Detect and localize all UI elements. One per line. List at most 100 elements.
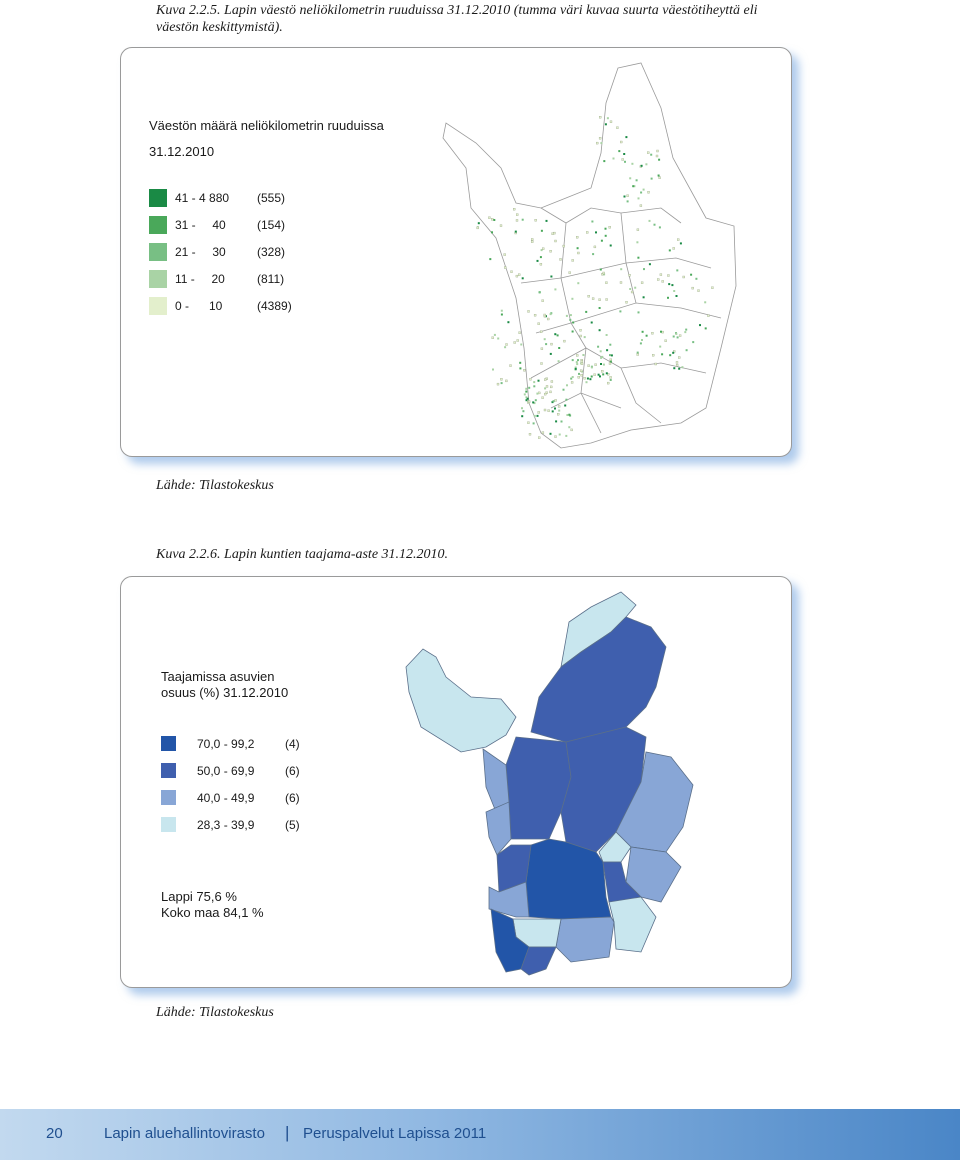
population-grid-cell (537, 322, 540, 325)
population-grid-cell (565, 314, 568, 317)
population-grid-cell (503, 253, 506, 256)
population-grid-cell (607, 381, 610, 385)
page-footer: 20 Lapin aluehallintovirasto | Peruspalv… (0, 1109, 960, 1160)
population-grid-cell (545, 385, 549, 388)
urban-legend-count: (4) (285, 737, 300, 751)
population-grid-cell (590, 321, 593, 324)
population-grid-cell (590, 366, 593, 369)
population-grid-cell (602, 363, 605, 366)
population-grid-cell (658, 158, 661, 161)
population-grid-cell (609, 354, 611, 357)
population-grid-cell (600, 142, 603, 145)
population-grid-cell (525, 387, 528, 390)
population-grid-cell (620, 140, 623, 144)
population-grid-cell (529, 378, 532, 381)
municipal-border (620, 367, 662, 424)
population-grid-cell (496, 382, 500, 386)
population-grid-cell (550, 380, 554, 383)
population-grid-cell (655, 154, 659, 158)
population-grid-cell (538, 436, 541, 439)
population-legend-row: 41 - 4 880 (555) (149, 189, 369, 207)
population-grid-cell (527, 400, 531, 403)
population-grid-cell (587, 364, 590, 367)
figure-caption-1: Kuva 2.2.5. Lapin väestö neliökilometrin… (156, 2, 758, 36)
population-grid-cell (578, 372, 580, 375)
population-grid-cell (675, 361, 679, 364)
urban-legend-swatch (161, 790, 176, 805)
figure-caption-1-line2: väestön keskittymistä). (156, 20, 283, 35)
population-grid-cell (540, 330, 543, 333)
population-grid-cell (657, 278, 660, 281)
population-grid-cell (681, 366, 684, 369)
population-grid-cell (565, 398, 568, 401)
footer-publication: Peruspalvelut Lapissa 2011 (303, 1125, 487, 1142)
population-grid-cell (571, 359, 574, 362)
population-grid-cell (549, 313, 552, 316)
population-grid-cell (537, 411, 540, 414)
population-grid-cell (520, 343, 523, 346)
population-legend-row: 0 - 10 (4389) (149, 297, 369, 315)
population-grid-cell (601, 370, 604, 373)
population-grid-cell (657, 174, 660, 177)
population-grid-cell (533, 402, 536, 405)
figure-caption-1-line1: Kuva 2.2.5. Lapin väestö neliökilometrin… (156, 3, 758, 18)
population-grid-cell (600, 356, 603, 359)
municipality-kemi (520, 946, 557, 976)
population-legend-range: 11 - 20 (175, 272, 225, 286)
population-grid-cell (619, 310, 622, 313)
population-grid-cell (629, 177, 632, 180)
population-grid-cell (521, 407, 523, 410)
population-legend-swatch (149, 243, 167, 261)
population-grid-cell (656, 149, 659, 153)
population-grid-cell (599, 350, 602, 353)
population-grid-cell (537, 379, 540, 382)
population-grid-cell (525, 390, 528, 393)
population-grid-cell (673, 290, 676, 292)
population-grid-cell (637, 197, 640, 200)
footer-separator: | (285, 1123, 290, 1142)
population-grid-cell (604, 234, 607, 237)
population-grid-cell (603, 160, 606, 163)
population-grid-cell (643, 268, 645, 271)
population-grid-cell (549, 352, 552, 355)
population-grid-cell (636, 228, 640, 231)
population-grid-cell (541, 431, 545, 434)
population-grid-cell (623, 195, 626, 198)
population-grid-cell (596, 141, 599, 145)
population-grid-cell (594, 363, 597, 366)
population-grid-cell (518, 273, 521, 276)
population-grid-cell (640, 191, 643, 194)
population-grid-cell (509, 364, 512, 367)
population-grid-cell (623, 153, 626, 155)
population-grid-cell (564, 404, 567, 407)
population-grid-cell (499, 224, 503, 227)
population-grid-cell (515, 274, 519, 278)
population-grid-cell (544, 392, 547, 396)
urban-legend-title-line1: Taajamissa asuvien (161, 669, 275, 684)
population-grid-cell (579, 334, 582, 338)
population-grid-cell (704, 327, 707, 330)
population-grid-cell (554, 435, 557, 438)
municipality-enontekio (405, 648, 517, 753)
population-grid-cell (678, 334, 682, 337)
municipality-rovaniemi (525, 838, 612, 920)
population-grid-cell (586, 231, 589, 234)
population-grid-cell (549, 390, 552, 394)
population-legend-title-line2: 31.12.2010 (149, 144, 215, 159)
population-grid-cell (609, 244, 612, 247)
population-grid-cell (580, 374, 583, 377)
population-grid-cell (550, 385, 553, 389)
population-grid-cell (488, 216, 491, 219)
population-grid-cell (609, 376, 612, 379)
population-grid-cell (504, 346, 507, 349)
population-grid-cell (518, 331, 521, 334)
population-grid-cell (536, 259, 539, 262)
population-grid-cell (675, 295, 678, 297)
population-grid-cell (554, 288, 557, 291)
population-grid-cell (605, 334, 608, 336)
population-grid-cell (641, 339, 643, 341)
population-grid-cell (514, 230, 517, 233)
population-grid-cell (679, 242, 682, 245)
population-grid-cell (574, 366, 577, 369)
municipality-pelkosenniemi (598, 831, 632, 863)
